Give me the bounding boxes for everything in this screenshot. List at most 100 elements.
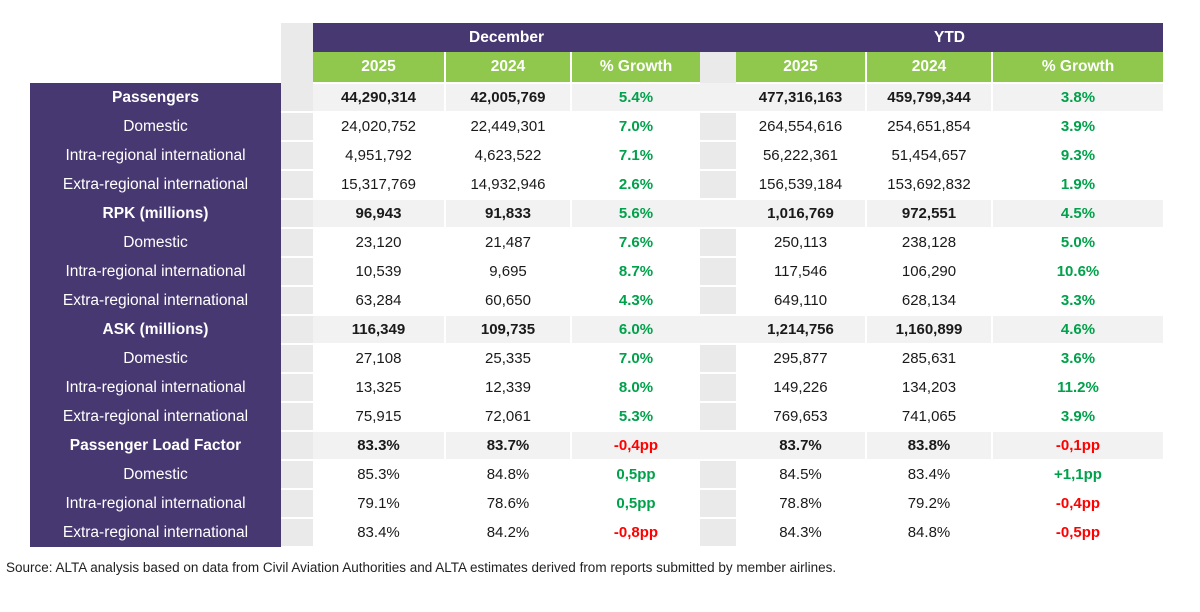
- mid-spacer-cell: [700, 199, 736, 229]
- mid-spacer-cell: [700, 315, 736, 345]
- cell-ytd-growth: 3.6%: [991, 344, 1163, 374]
- mid-spacer-cell: [700, 344, 736, 374]
- left-spacer-cell: [281, 315, 313, 345]
- group-header-gap: [700, 23, 736, 52]
- group-header-ytd: YTD: [736, 23, 1163, 52]
- row-label: Extra-regional international: [30, 402, 281, 431]
- left-spacer-column: [281, 23, 313, 52]
- table-row: Extra-regional international 75,915 72,061…: [30, 402, 1163, 432]
- cell-ytd-2025: 156,539,184: [736, 170, 866, 200]
- row-label: Passenger Load Factor: [30, 431, 281, 460]
- mid-spacer-cell: [700, 112, 736, 142]
- table-row: Domestic 24,020,752 22,449,301 7.0% 264,554,…: [30, 112, 1163, 142]
- row-label: ASK (millions): [30, 315, 281, 344]
- table-row: Intra-regional international 4,951,792 4,6…: [30, 141, 1163, 171]
- cell-dec-2025: 23,120: [313, 228, 445, 258]
- table-row: Extra-regional international 15,317,769 14…: [30, 170, 1163, 200]
- cell-ytd-2025: 769,653: [736, 402, 866, 432]
- table-row: Passengers 44,290,314 42,005,769 5.4% 477,31…: [30, 83, 1163, 113]
- cell-dec-2024: 14,932,946: [444, 170, 571, 200]
- left-spacer-cell: [281, 83, 313, 113]
- cell-ytd-2025: 84.5%: [736, 460, 866, 490]
- cell-ytd-2024: 83.4%: [865, 460, 992, 490]
- cell-ytd-growth: -0,1pp: [991, 431, 1163, 461]
- left-spacer-cell: [281, 112, 313, 142]
- cell-dec-growth: 6.0%: [570, 315, 700, 345]
- cell-dec-2024: 84.2%: [444, 518, 571, 548]
- cell-dec-2025: 116,349: [313, 315, 445, 345]
- mid-spacer-cell: [700, 170, 736, 200]
- column-header-row: 2025 2024 % Growth 2025 2024 % Growth: [30, 52, 1163, 84]
- table-row: Extra-regional international 83.4% 84.2% -0…: [30, 518, 1163, 548]
- cell-dec-2024: 4,623,522: [444, 141, 571, 171]
- cell-dec-2024: 42,005,769: [444, 83, 571, 113]
- mid-spacer-cell: [700, 460, 736, 490]
- row-label: Domestic: [30, 112, 281, 141]
- mid-spacer-cell: [700, 518, 736, 548]
- cell-ytd-growth: 3.9%: [991, 402, 1163, 432]
- table-row: ASK (millions) 116,349 109,735 6.0% 1,214,75…: [30, 315, 1163, 345]
- row-label: Extra-regional international: [30, 518, 281, 547]
- cell-ytd-2024: 153,692,832: [865, 170, 992, 200]
- cell-dec-growth: 0,5pp: [570, 489, 700, 519]
- left-spacer-cell: [281, 344, 313, 374]
- left-spacer-cell: [281, 489, 313, 519]
- cell-dec-2025: 96,943: [313, 199, 445, 229]
- cell-ytd-growth: 5.0%: [991, 228, 1163, 258]
- mid-spacer-cell: [700, 489, 736, 519]
- cell-dec-growth: 7.1%: [570, 141, 700, 171]
- cell-dec-growth: 5.3%: [570, 402, 700, 432]
- cell-dec-2025: 10,539: [313, 257, 445, 287]
- col-header-ytd-2025: 2025: [736, 52, 866, 84]
- cell-dec-growth: 7.0%: [570, 344, 700, 374]
- cell-dec-2024: 21,487: [444, 228, 571, 258]
- cell-dec-2024: 12,339: [444, 373, 571, 403]
- row-label: Domestic: [30, 344, 281, 373]
- cell-dec-2025: 83.4%: [313, 518, 445, 548]
- traffic-stats-table: December YTD 2025 2024 % Growth 2025 202…: [30, 23, 1163, 548]
- cell-ytd-2025: 649,110: [736, 286, 866, 316]
- cell-dec-2024: 78.6%: [444, 489, 571, 519]
- cell-ytd-growth: 9.3%: [991, 141, 1163, 171]
- left-spacer-cell: [281, 373, 313, 403]
- cell-dec-growth: 5.6%: [570, 199, 700, 229]
- cell-dec-growth: 8.7%: [570, 257, 700, 287]
- row-label: Intra-regional international: [30, 141, 281, 170]
- cell-dec-2025: 24,020,752: [313, 112, 445, 142]
- cell-ytd-growth: 11.2%: [991, 373, 1163, 403]
- cell-ytd-2025: 78.8%: [736, 489, 866, 519]
- cell-dec-2025: 63,284: [313, 286, 445, 316]
- cell-dec-growth: 8.0%: [570, 373, 700, 403]
- col-header-ytd-growth: % Growth: [991, 52, 1163, 84]
- cell-dec-growth: 7.6%: [570, 228, 700, 258]
- cell-dec-2025: 27,108: [313, 344, 445, 374]
- table-row: Passenger Load Factor 83.3% 83.7% -0,4pp 83.…: [30, 431, 1163, 461]
- row-label: Intra-regional international: [30, 489, 281, 518]
- cell-ytd-growth: -0,4pp: [991, 489, 1163, 519]
- cell-ytd-2024: 106,290: [865, 257, 992, 287]
- cell-dec-growth: 0,5pp: [570, 460, 700, 490]
- cell-dec-2024: 25,335: [444, 344, 571, 374]
- cell-ytd-2025: 117,546: [736, 257, 866, 287]
- cell-ytd-2024: 741,065: [865, 402, 992, 432]
- cell-dec-2024: 109,735: [444, 315, 571, 345]
- cell-ytd-2024: 1,160,899: [865, 315, 992, 345]
- row-label: Intra-regional international: [30, 257, 281, 286]
- col-header-dec-growth: % Growth: [570, 52, 700, 84]
- cell-ytd-2025: 295,877: [736, 344, 866, 374]
- cell-ytd-2024: 51,454,657: [865, 141, 992, 171]
- mid-spacer-cell: [700, 257, 736, 287]
- cell-dec-2024: 60,650: [444, 286, 571, 316]
- row-label: RPK (millions): [30, 199, 281, 228]
- cell-dec-2025: 85.3%: [313, 460, 445, 490]
- group-header-row: December YTD: [30, 23, 1163, 52]
- left-spacer-cell: [281, 257, 313, 287]
- row-label: Domestic: [30, 228, 281, 257]
- cell-dec-2025: 79.1%: [313, 489, 445, 519]
- left-spacer-column: [281, 52, 313, 83]
- cell-ytd-2024: 972,551: [865, 199, 992, 229]
- cell-dec-growth: -0,8pp: [570, 518, 700, 548]
- mid-spacer-cell: [700, 286, 736, 316]
- cell-ytd-2024: 83.8%: [865, 431, 992, 461]
- cell-ytd-growth: +1,1pp: [991, 460, 1163, 490]
